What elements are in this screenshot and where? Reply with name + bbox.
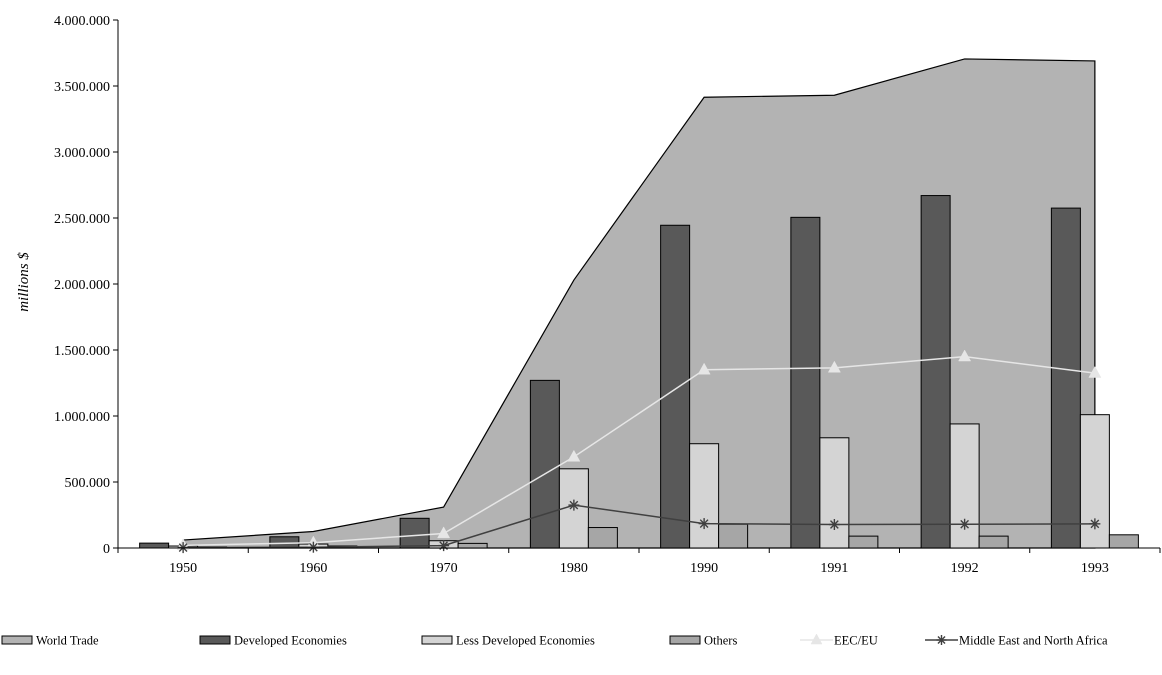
legend-swatch <box>669 635 701 645</box>
legend-label: Developed Economies <box>234 634 347 648</box>
point-middle-east-and-north-africa-1992 <box>959 518 971 530</box>
y-tick-label: 3.000.000 <box>54 146 110 161</box>
line-eec-eu <box>183 355 1095 547</box>
point-eec-eu-1970 <box>437 526 451 539</box>
x-tick-label: 1992 <box>951 561 979 576</box>
y-tick-label: 2.500.000 <box>54 212 110 227</box>
bar-developed-economies-1970 <box>399 517 430 549</box>
y-tick-label: 1.000.000 <box>54 410 110 425</box>
point-eec-eu-1993 <box>1088 365 1102 378</box>
point-middle-east-and-north-africa-1990-stroke <box>699 519 709 528</box>
bar-developed-economies-1980 <box>529 379 560 549</box>
legend-label: World Trade <box>36 634 99 648</box>
x-tick-label: 1990 <box>690 561 718 576</box>
legend-item-others: Others <box>669 634 737 648</box>
bar-developed-economies-1993 <box>1050 207 1081 549</box>
legend-item-world-trade: World Trade <box>1 634 99 648</box>
legend-item-less-developed-economies: Less Developed Economies <box>421 634 595 648</box>
legend-label: Others <box>704 634 737 648</box>
bar-developed-economies-1990 <box>660 224 691 549</box>
line-middle-east-and-north-africa <box>183 504 1095 549</box>
x-tick-label: 1980 <box>560 561 588 576</box>
y-tick-label: 4.000.000 <box>54 14 110 29</box>
legend-swatch <box>1 635 33 645</box>
point-middle-east-and-north-africa-1980 <box>568 499 580 511</box>
bar-others-1980 <box>587 527 618 549</box>
bar-others-1990 <box>718 523 749 549</box>
x-tick-label: 1970 <box>430 561 458 576</box>
y-tick-label: 3.500.000 <box>54 80 110 95</box>
point-middle-east-and-north-africa-1991 <box>828 519 840 531</box>
y-tick-label: 0 <box>103 542 110 557</box>
bar-less-developed-economies-1990 <box>689 443 720 549</box>
legend-item-middle-east-and-north-africa: Middle East and North Africa <box>925 634 1108 648</box>
y-tick-label: 1.500.000 <box>54 344 110 359</box>
legend-item-developed-economies: Developed Economies <box>199 634 347 648</box>
point-middle-east-and-north-africa-1980-stroke <box>569 500 579 510</box>
bar-developed-economies-1950 <box>139 542 170 549</box>
plot-area: 0 500.000 1.000.000 1.500.000 2.000.000 2.500… <box>54 14 1161 576</box>
y-tick-label: 2.000.000 <box>54 278 110 293</box>
legend-marker-stroke <box>937 635 946 645</box>
bar-less-developed-economies-1991 <box>819 437 850 549</box>
point-eec-eu-1992 <box>958 349 972 362</box>
point-middle-east-and-north-africa-1960-stroke <box>308 542 318 552</box>
bar-others-1991 <box>848 535 879 549</box>
legend-marker <box>810 633 823 645</box>
point-middle-east-and-north-africa-1990 <box>698 518 710 530</box>
point-middle-east-and-north-africa-1970 <box>438 540 450 552</box>
bar-others-1992 <box>978 535 1009 549</box>
point-eec-eu-1990 <box>697 362 711 375</box>
x-tick-label: 1993 <box>1081 561 1109 576</box>
bar-developed-economies-1992 <box>920 195 951 549</box>
point-eec-eu-1991 <box>827 360 841 373</box>
legend-label: Less Developed Economies <box>456 634 595 648</box>
point-middle-east-and-north-africa-1993-stroke <box>1090 519 1100 529</box>
point-eec-eu-1980 <box>567 449 581 462</box>
legend: World Trade Developed Economies Less Devel… <box>1 633 1108 648</box>
legend-label: Middle East and North Africa <box>959 634 1108 648</box>
bar-others-1993 <box>1108 534 1139 549</box>
legend-swatch <box>421 635 453 645</box>
y-tick-label: 500.000 <box>65 476 111 491</box>
legend-item-eec-eu: EEC/EU <box>800 633 878 648</box>
point-middle-east-and-north-africa-1992-stroke <box>960 519 970 529</box>
y-axis-label: millions $ <box>16 252 32 312</box>
x-tick-label: 1960 <box>299 561 327 576</box>
legend-marker <box>936 635 947 645</box>
bar-developed-economies-1991 <box>790 216 821 549</box>
area-world-trade <box>182 58 1096 549</box>
x-tick-label: 1950 <box>169 561 197 576</box>
point-middle-east-and-north-africa-1960 <box>307 541 319 553</box>
point-middle-east-and-north-africa-1993 <box>1089 518 1101 530</box>
legend-swatch <box>199 635 231 645</box>
x-tick-label: 1991 <box>820 561 848 576</box>
legend-label: EEC/EU <box>834 634 878 648</box>
bar-others-1970 <box>457 542 488 549</box>
point-middle-east-and-north-africa-1991-stroke <box>829 520 839 529</box>
